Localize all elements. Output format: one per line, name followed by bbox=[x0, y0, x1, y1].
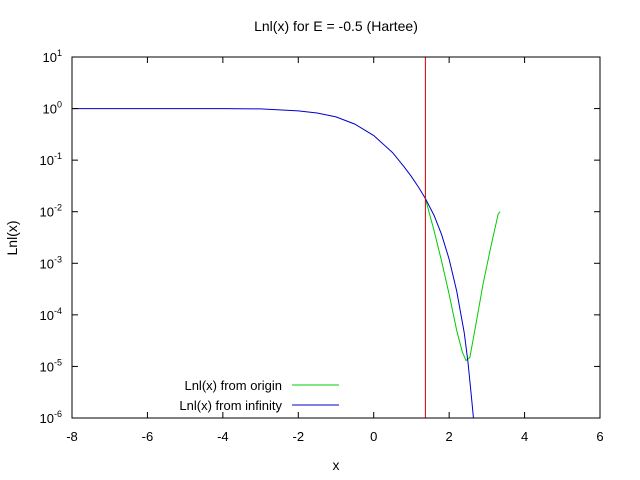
y-tick-exponent: 0 bbox=[57, 100, 62, 110]
y-tick-base: 10 bbox=[40, 205, 54, 220]
x-tick-labels: -8 -6 -4 -2 0 2 4 6 bbox=[66, 429, 603, 444]
x-tick-label: -2 bbox=[293, 429, 305, 444]
ticks-layer bbox=[71, 56, 601, 419]
y-tick-exponent: -1 bbox=[54, 151, 62, 161]
y-tick-exponent: -6 bbox=[54, 409, 62, 419]
y-tick-label: 100 bbox=[43, 100, 62, 117]
y-axis-label: Lnl(x) bbox=[4, 220, 20, 255]
y-tick-base: 10 bbox=[43, 50, 57, 65]
y-tick-label: 10-4 bbox=[40, 306, 62, 323]
y-tick-base: 10 bbox=[40, 153, 54, 168]
y-tick-label: 10-2 bbox=[40, 203, 62, 220]
y-tick-label: 10-6 bbox=[40, 409, 62, 426]
x-tick-label: -6 bbox=[142, 429, 154, 444]
x-tick-label: 0 bbox=[370, 429, 377, 444]
y-tick-exponent: -5 bbox=[54, 357, 62, 367]
y-tick-base: 10 bbox=[40, 359, 54, 374]
y-tick-exponent: -2 bbox=[54, 203, 62, 213]
x-axis-label: x bbox=[333, 457, 340, 473]
chart-title: Lnl(x) for E = -0.5 (Hartee) bbox=[254, 18, 418, 34]
x-tick-label: 6 bbox=[596, 429, 603, 444]
legend-label: Lnl(x) from infinity bbox=[179, 398, 282, 413]
series-line-from-infinity bbox=[72, 108, 474, 418]
y-tick-exponent: -3 bbox=[54, 254, 62, 264]
x-tick-label: -4 bbox=[217, 429, 229, 444]
y-tick-exponent: -4 bbox=[54, 306, 62, 316]
legend-label: Lnl(x) from origin bbox=[184, 378, 282, 393]
plot-frame bbox=[71, 56, 601, 419]
y-tick-exponent: 1 bbox=[57, 48, 62, 58]
legend: Lnl(x) from origin Lnl(x) from infinity bbox=[179, 378, 339, 413]
y-tick-base: 10 bbox=[43, 102, 57, 117]
series-layer bbox=[72, 108, 501, 418]
y-tick-label: 10-1 bbox=[40, 151, 62, 168]
y-tick-label: 10-5 bbox=[40, 357, 62, 374]
series-line-from-origin bbox=[424, 198, 501, 362]
y-tick-base: 10 bbox=[40, 411, 54, 426]
x-tick-label: 4 bbox=[521, 429, 528, 444]
y-tick-label: 101 bbox=[43, 48, 62, 65]
y-tick-label: 10-3 bbox=[40, 254, 62, 271]
x-tick-label: -8 bbox=[66, 429, 78, 444]
y-tick-base: 10 bbox=[40, 256, 54, 271]
x-tick-label: 2 bbox=[446, 429, 453, 444]
y-tick-base: 10 bbox=[40, 308, 54, 323]
